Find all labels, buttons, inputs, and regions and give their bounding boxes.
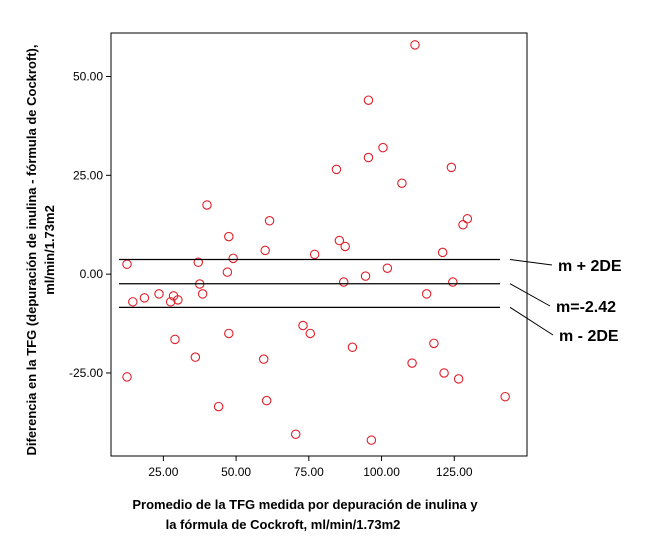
data-point [437,247,448,258]
plot-frame [110,32,528,457]
y-tick-label: 0.00 [80,267,104,281]
data-point [360,271,371,281]
data-point [154,289,164,299]
data-point [224,231,234,242]
x-axis-title-line-2: la fórmula de Cockroft, ml/min/1.73m2 [166,517,401,532]
x-tick-label: 75.00 [294,465,324,479]
data-point [462,214,473,224]
reference-leader-line [509,306,554,336]
data-point [347,342,358,353]
x-tick-label: 125.00 [436,465,473,479]
data-point [453,374,464,384]
data-point [197,289,208,299]
data-point [173,295,183,305]
data-point [334,235,345,246]
data-point [429,338,439,349]
data-point [139,293,150,303]
data-point [170,334,180,345]
y-axis-title-line-2: ml/min/1.73m2 [42,205,57,295]
reference-line-label: m - 2DE [559,328,619,345]
data-point [378,142,388,153]
x-tick-label: 25.00 [148,465,178,479]
data-point [340,241,350,252]
y-tick-label: -25.00 [69,366,103,380]
reference-leader-line [509,283,551,307]
y-axis-ticks: -25.00 0.00 25.00 50.00 [69,69,111,380]
data-point [290,429,301,440]
x-tick-label: 50.00 [221,465,251,479]
data-point [190,352,201,362]
points-layer [122,40,510,445]
data-point [165,297,176,307]
data-point [363,95,374,105]
data-point [446,162,457,173]
data-point [382,263,393,273]
x-tick-label: 100.00 [363,465,400,479]
data-point [222,267,233,277]
data-point [298,320,308,331]
data-point [500,391,510,402]
data-point [397,178,407,188]
y-tick-label: 50.00 [73,69,103,83]
data-point [202,200,212,210]
data-point [260,245,270,256]
data-point [338,277,349,287]
data-point [421,289,432,299]
data-point [458,219,468,230]
reference-annotations: m + 2DE m=-2.42 m - 2DE [509,258,622,345]
x-axis-title-line-1: Promedio de la TFG medida por depuración… [132,497,478,512]
reference-line-label: m + 2DE [558,258,622,275]
axes [110,32,528,457]
data-point [264,216,275,226]
data-point [122,259,132,270]
data-point [305,328,316,339]
reference-lines [119,258,500,308]
data-point [224,328,234,339]
data-point [309,249,320,260]
y-axis-title-line-1: Diferencia en la TFG (depuración de inul… [24,45,39,456]
data-point [439,368,449,378]
data-point [228,253,238,264]
data-point [366,435,377,445]
reference-line-label: m=-2.42 [556,299,616,316]
data-point [258,354,269,364]
data-point [407,358,417,368]
data-point [128,297,138,307]
reference-leader-line [509,259,553,266]
data-point [213,401,224,412]
data-point [122,372,132,382]
data-point [448,277,458,287]
y-tick-label: 25.00 [73,168,103,182]
data-point [410,40,420,50]
data-point [331,164,342,175]
data-point [363,152,374,163]
x-axis-ticks: 25.00 50.00 75.00 100.00 125.00 [148,456,473,479]
data-point [193,257,204,268]
data-point [261,395,272,406]
